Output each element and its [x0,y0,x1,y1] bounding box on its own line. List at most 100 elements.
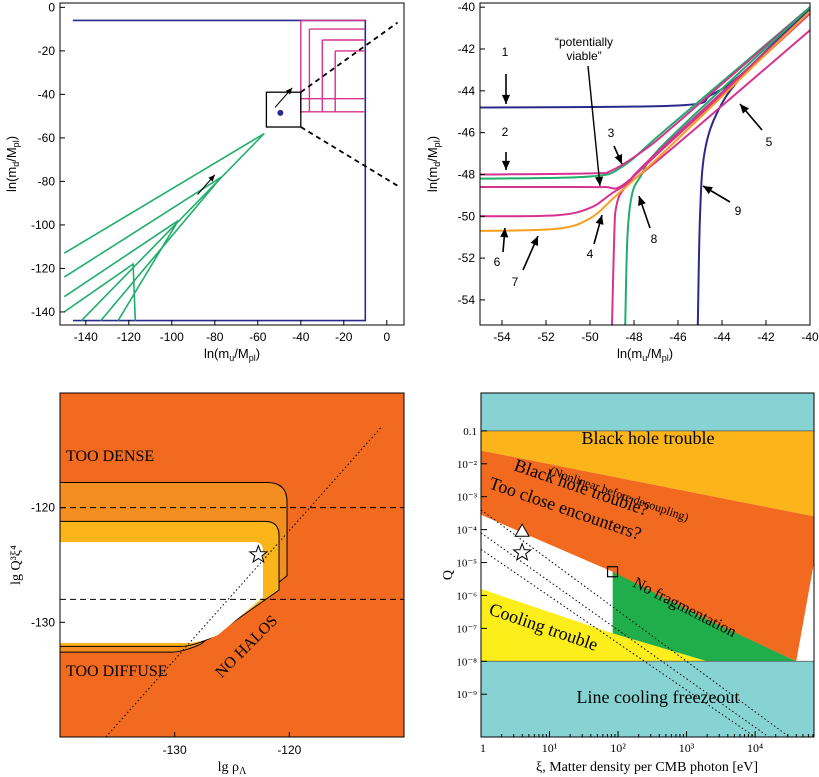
y-tick-label: -20 [38,44,56,58]
y-tick-label: -44 [458,84,476,98]
no-fragmentation-region [612,571,797,662]
panel-a-frame [59,2,405,326]
curve-label-2: 2 [502,125,509,139]
too-close-encounters-region [481,450,814,662]
green-wedge-line-2 [63,219,179,322]
y-tick-label: -80 [38,174,56,188]
y-tick-label: -140 [31,305,55,319]
black-hole-trouble-label: Black hole trouble [582,428,715,448]
our-universe-star [512,542,533,562]
zoom-curve-3 [479,6,811,176]
x-tick-label: -54 [493,330,511,344]
x-axis-label: ln(mu/Mpl) [617,346,673,363]
flow-arrow-head-0 [208,174,215,182]
x-tick-label: -20 [335,330,353,344]
y-tick-label: -130 [31,615,55,629]
x-tick-label: 10² [610,741,626,755]
x-tick-label: -40 [801,330,819,344]
viable-point-dot [277,109,284,116]
dotted-diagonal-line-2 [480,548,756,738]
y-tick-label: 10⁻⁷ [456,623,477,635]
x-tick-label: -130 [163,743,187,757]
viable-white-region [60,542,263,643]
curve-label-4: 4 [587,247,594,261]
too-diffuse-label: TOO DIFFUSE [66,663,168,680]
y-tick-label: -120 [31,501,55,515]
x-tick-label: -52 [537,330,555,344]
square-marker [606,566,619,578]
curve-label-7: 7 [512,275,519,289]
x-tick-label: 10³ [679,741,695,755]
curve-label-6: 6 [494,255,501,269]
x-tick-label: 10⁴ [747,741,763,755]
curve-label-arrow-6-head [500,228,509,238]
x-tick-label: -50 [581,330,599,344]
panel-b-frame [479,2,811,326]
y-tick-label: 10⁻⁴ [456,525,477,537]
curve-label-arrow-3-head [614,154,623,164]
curve-label-9: 9 [735,204,742,218]
curve-label-5: 5 [766,135,773,149]
x-axis-label: ξ, Matter density per CMB photon [eV] [536,760,758,775]
too-dense-label: TOO DENSE [66,448,154,465]
panel-c-frame [59,392,405,738]
cooling-trouble-region [481,588,708,662]
zoom-dashed-line-1 [300,126,399,187]
curve-label-arrow-1-head [501,94,511,104]
y-tick-label: -46 [458,126,476,140]
zoom-curve-7 [479,29,811,218]
x-tick-label: -44 [713,330,731,344]
y-tick-label: -120 [31,261,55,275]
x-axis-label: lg ρΛ [218,760,247,777]
blue-boundary-line [72,19,367,322]
panel-d-frame [480,392,815,738]
curve-label-3: 3 [608,126,615,140]
y-tick-label: 0 [48,0,55,14]
y-axis-label: ln(md/Mpl) [4,136,21,192]
zoom-dashed-line-0 [300,21,399,93]
x-tick-label: 1 [480,741,486,755]
green-wedge-line-1 [63,176,222,322]
x-tick-label: -120 [117,330,141,344]
dotted-diagonal-line-1 [480,532,770,738]
zoom-curve-6 [479,12,811,190]
potentially-viable-label: “potentially viable” [555,35,613,63]
x-tick-label: -140 [74,330,98,344]
y-tick-label: -60 [38,131,56,145]
y-axis-label: ln(md/Mpl) [425,136,442,192]
x-tick-label: -48 [625,330,643,344]
y-tick-label: -48 [458,167,476,181]
y-axis-label: lg Q³ξ⁴ [9,545,24,585]
y-tick-label: -54 [458,293,476,307]
y-tick-label: 10⁻³ [457,492,478,504]
y-tick-label: -40 [458,0,476,14]
curve-label-arrow-9-head [703,186,713,195]
curve-label-arrow-2-head [501,160,511,170]
green-wedge-line-3 [63,262,137,321]
our-universe-star [248,544,269,564]
y-tick-label: 10⁻⁵ [456,558,477,570]
x-tick-label: -60 [249,330,267,344]
y-tick-label: 10⁻⁶ [456,590,477,602]
y-tick-label: -52 [458,251,476,265]
y-tick-label: 10⁻² [457,459,478,471]
x-tick-label: 0 [383,330,390,344]
triangle-marker [514,523,530,537]
viable-band-region [481,514,613,634]
dotted-diagonal-line [105,427,382,738]
x-tick-label: -42 [757,330,775,344]
x-tick-label: -80 [206,330,224,344]
x-tick-label: -120 [277,743,301,757]
curve-label-arrow-5-head [740,104,750,114]
x-axis-label: ln(mu/Mpl) [204,346,260,363]
green-wedge-line-0 [63,132,265,322]
y-tick-label: -50 [458,209,476,223]
curve-label-1: 1 [502,45,509,59]
y-tick-label: 10⁻⁸ [456,656,477,668]
x-tick-label: -100 [160,330,184,344]
y-tick-label: -100 [31,218,55,232]
zoom-box [265,91,302,128]
zoom-curve-4 [624,6,811,326]
curve-label-arrow-8-head [638,196,646,206]
